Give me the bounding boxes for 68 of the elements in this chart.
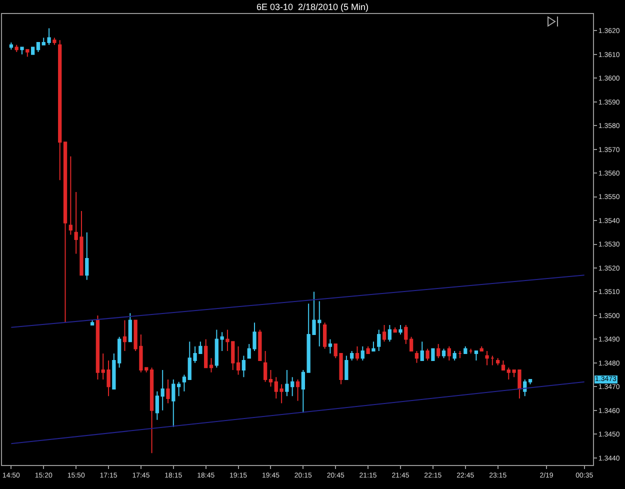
candlestick — [366, 346, 370, 354]
candlestick — [85, 232, 89, 280]
candlestick — [398, 324, 402, 335]
candlestick — [490, 355, 494, 366]
candlestick — [268, 370, 273, 388]
candlestick — [474, 350, 478, 362]
candlestick — [182, 374, 186, 392]
candlestick — [220, 332, 224, 352]
candlestick — [176, 381, 181, 397]
candlestick — [420, 341, 424, 362]
candlestick — [410, 336, 414, 352]
candlestick — [150, 367, 154, 454]
candlestick — [377, 329, 381, 352]
candlestick — [528, 379, 532, 385]
candlestick — [236, 346, 240, 376]
candlestick — [496, 358, 500, 366]
candlestick — [68, 156, 72, 236]
candlestick — [122, 320, 127, 352]
candlestick — [14, 44, 18, 52]
candlestick — [160, 370, 164, 411]
candlestick — [242, 355, 246, 378]
candlestick — [128, 312, 132, 342]
candlestick — [350, 350, 354, 362]
candlestick — [52, 37, 56, 46]
candlestick — [426, 348, 430, 362]
chart-title: 6E 03-10 2/18/2010 (5 Min) — [256, 2, 369, 12]
candlestick — [360, 346, 364, 362]
candlestick — [36, 42, 40, 52]
candlestick — [452, 350, 456, 362]
candlestick — [372, 341, 376, 352]
candlestick — [58, 40, 62, 181]
candlestick — [214, 329, 218, 368]
candlestick — [155, 390, 160, 420]
candlestick — [258, 329, 262, 362]
candlestick — [204, 338, 208, 368]
candlestick — [414, 350, 419, 364]
candlestick — [480, 346, 484, 352]
candlestick — [328, 338, 332, 354]
candlestick — [296, 379, 300, 402]
candlestick — [301, 370, 305, 414]
candlestick — [31, 46, 35, 55]
candlestick — [90, 320, 94, 326]
candlestick — [468, 348, 473, 354]
candlestick — [26, 49, 30, 58]
candlestick — [355, 346, 360, 362]
candlestick — [393, 326, 397, 333]
candlestick — [322, 322, 327, 350]
candlestick — [344, 355, 348, 380]
candlestick — [209, 358, 214, 373]
candlestick — [382, 324, 386, 342]
candlestick — [264, 350, 268, 382]
candlestick — [501, 360, 506, 371]
candlestick — [464, 346, 468, 354]
candlestick — [172, 379, 176, 428]
candlestick — [436, 343, 440, 359]
candlestick — [442, 348, 446, 359]
candlestick — [523, 379, 527, 397]
candlestick — [166, 379, 170, 404]
candlestick — [388, 324, 392, 342]
candlestick — [9, 42, 14, 50]
candlestick — [458, 350, 462, 359]
candlestick — [404, 324, 408, 344]
candlestick — [431, 348, 435, 362]
candlestick — [20, 46, 24, 55]
candlestick — [96, 314, 100, 380]
candlestick — [485, 350, 489, 366]
candlestick — [447, 346, 451, 362]
candlestick — [63, 142, 68, 324]
